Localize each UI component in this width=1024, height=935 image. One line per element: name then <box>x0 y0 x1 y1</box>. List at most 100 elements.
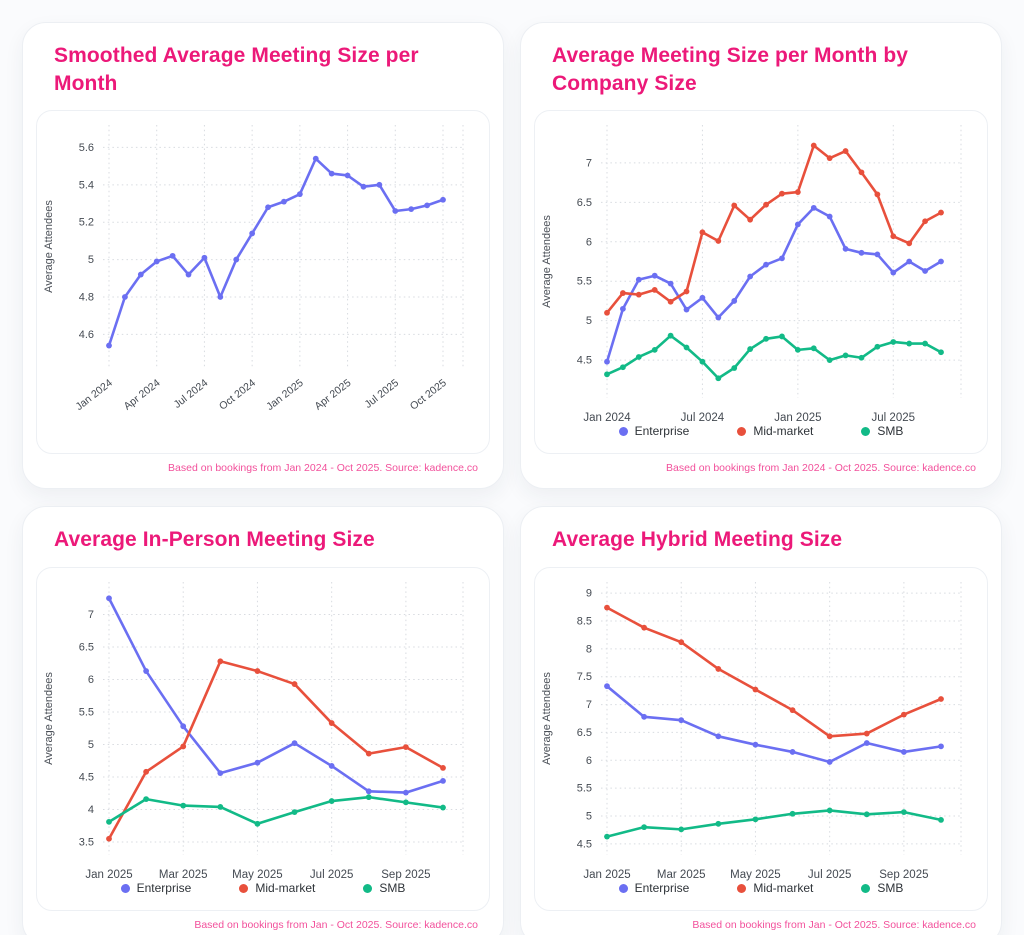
svg-text:Jul 2025: Jul 2025 <box>310 869 353 881</box>
legend-swatch-icon <box>737 426 747 436</box>
y-axis-labels: 4.6 4.8 5 5.2 5.4 5.6 <box>79 142 94 341</box>
svg-text:9: 9 <box>586 588 592 600</box>
chart-legend: Enterprise Mid-market SMB <box>535 877 987 910</box>
svg-text:5: 5 <box>586 811 592 823</box>
legend-item-enterprise[interactable]: Enterprise <box>618 424 689 438</box>
series-enterprise <box>604 205 944 366</box>
source-note: Based on bookings from Jan - Oct 2025. S… <box>194 919 478 932</box>
chart-title: Average Hybrid Meeting Size <box>552 528 843 552</box>
series-smb <box>106 794 446 827</box>
svg-text:8.5: 8.5 <box>577 616 592 628</box>
legend-item-mid-market[interactable]: Mid-market <box>737 424 813 438</box>
y-axis-title: Average Attendees <box>43 672 55 765</box>
legend-item-enterprise[interactable]: Enterprise <box>618 881 690 896</box>
chart-card-in-person: Average In-Person Meeting Size 3.5 4 4.5 5 5… <box>22 506 504 935</box>
series-enterprise <box>604 683 944 766</box>
legend-item-enterprise[interactable]: Enterprise <box>120 881 192 896</box>
legend-item-smb[interactable]: SMB <box>861 424 903 438</box>
svg-text:Mar 2025: Mar 2025 <box>657 869 706 881</box>
series-smb <box>604 807 944 840</box>
y-axis-labels: 4.5 5 5.5 6 6.5 7 7.5 8 8.5 9 <box>577 588 592 851</box>
svg-text:7: 7 <box>586 158 592 170</box>
legend-item-smb[interactable]: SMB <box>363 881 405 895</box>
chart-canvas: 4.5 5 5.5 6 6.5 7 7.5 8 8.5 9 Jan 2025 Mar 2025 May … <box>541 582 962 881</box>
svg-text:3.5: 3.5 <box>79 837 94 849</box>
legend-label: Mid-market <box>753 881 814 896</box>
svg-text:6.5: 6.5 <box>577 727 592 739</box>
series-smb <box>604 333 944 382</box>
chart-legend: Enterprise Mid-market SMB <box>535 420 987 453</box>
svg-text:May 2025: May 2025 <box>232 869 283 881</box>
svg-text:Apr 2024: Apr 2024 <box>122 377 163 413</box>
y-axis-title: Average Attendees <box>43 200 55 293</box>
chart-canvas: 3.5 4 4.5 5 5.5 6 6.5 7 Jan 2025 Mar 2025 May 2025… <box>43 582 464 881</box>
svg-text:6: 6 <box>586 237 592 249</box>
svg-text:4.5: 4.5 <box>577 839 592 851</box>
svg-text:7.5: 7.5 <box>577 671 592 683</box>
svg-text:4.8: 4.8 <box>79 292 94 304</box>
svg-text:Jan 2025: Jan 2025 <box>264 377 306 413</box>
legend-swatch-icon <box>239 883 249 893</box>
svg-text:Jan 2025: Jan 2025 <box>583 869 630 881</box>
series-mid-market <box>106 658 446 842</box>
legend-label: Mid-market <box>753 424 814 439</box>
legend-label: SMB <box>877 881 904 896</box>
svg-text:6.5: 6.5 <box>577 197 592 209</box>
source-note: Based on bookings from Jan 2024 - Oct 20… <box>168 462 478 475</box>
line-chart-smoothed-average: 4.6 4.8 5 5.2 5.4 5.6 Jan 2024 Apr 2024 Jul 2024… <box>37 111 489 453</box>
y-axis-title: Average Attendees <box>541 672 553 765</box>
svg-text:Sep 2025: Sep 2025 <box>381 869 430 881</box>
legend-swatch-icon <box>861 426 871 436</box>
svg-text:Jan 2025: Jan 2025 <box>85 869 132 881</box>
svg-text:4.6: 4.6 <box>79 329 94 341</box>
legend-item-mid-market[interactable]: Mid-market <box>737 881 813 895</box>
legend-label: Enterprise <box>634 881 690 896</box>
line-chart-in-person: 3.5 4 4.5 5 5.5 6 6.5 7 Jan 2025 Mar 2025 May 2025… <box>37 568 489 881</box>
svg-text:8: 8 <box>586 644 592 656</box>
legend-label: Enterprise <box>136 881 192 896</box>
svg-text:Jul 2025: Jul 2025 <box>808 869 851 881</box>
svg-text:5.5: 5.5 <box>79 707 94 719</box>
legend-swatch-icon <box>363 883 373 893</box>
svg-text:Mar 2025: Mar 2025 <box>159 869 208 881</box>
legend-item-smb[interactable]: SMB <box>861 881 903 895</box>
grid-lines <box>103 125 464 369</box>
series-enterprise <box>106 595 446 796</box>
legend-item-mid-market[interactable]: Mid-market <box>239 881 315 895</box>
svg-text:6.5: 6.5 <box>79 642 94 654</box>
svg-text:Apr 2025: Apr 2025 <box>312 377 353 413</box>
y-axis-labels: 3.5 4 4.5 5 5.5 6 6.5 7 <box>79 609 94 849</box>
source-note: Based on bookings from Jan - Oct 2025. S… <box>692 919 976 932</box>
svg-text:Jul 2025: Jul 2025 <box>362 377 401 411</box>
svg-text:Oct 2025: Oct 2025 <box>408 377 449 413</box>
svg-text:5.5: 5.5 <box>577 276 592 288</box>
svg-text:7: 7 <box>586 699 592 711</box>
chart-canvas: 4.6 4.8 5 5.2 5.4 5.6 Jan 2024 Apr 2024 Jul 2024… <box>43 125 464 413</box>
svg-text:Jan 2024: Jan 2024 <box>73 377 115 413</box>
svg-text:7: 7 <box>88 609 94 621</box>
chart-legend: Enterprise Mid-market SMB <box>37 877 489 910</box>
legend-swatch-icon <box>120 883 130 893</box>
svg-text:Jan 2024: Jan 2024 <box>583 412 631 424</box>
legend-swatch-icon <box>737 883 747 893</box>
svg-text:Sep 2025: Sep 2025 <box>879 869 928 881</box>
chart-panel: 4.5 5 5.5 6 6.5 7 7.5 8 8.5 9 Jan 2025 Mar 2025 May … <box>534 567 988 912</box>
svg-text:5.4: 5.4 <box>79 180 94 192</box>
line-chart-by-company-size: 4.5 5 5.5 6 6.5 7 Jan 2024 Jul 2024 Jan 2025 Jul … <box>535 111 987 424</box>
grid-lines <box>601 125 962 399</box>
svg-text:Jul 2025: Jul 2025 <box>872 412 915 424</box>
svg-text:Jul 2024: Jul 2024 <box>681 412 725 424</box>
legend-label: Mid-market <box>255 881 316 896</box>
chart-panel: 3.5 4 4.5 5 5.5 6 6.5 7 Jan 2025 Mar 2025 May 2025… <box>36 567 490 912</box>
chart-panel: 4.6 4.8 5 5.2 5.4 5.6 Jan 2024 Apr 2024 Jul 2024… <box>36 110 490 455</box>
svg-text:Jul 2024: Jul 2024 <box>172 377 211 411</box>
y-axis-labels: 4.5 5 5.5 6 6.5 7 <box>577 158 592 367</box>
chart-panel: 4.5 5 5.5 6 6.5 7 Jan 2024 Jul 2024 Jan 2025 Jul … <box>534 110 988 455</box>
chart-title: Smoothed Average Meeting Size per Month <box>54 44 419 95</box>
svg-text:5: 5 <box>88 255 94 267</box>
svg-text:5.5: 5.5 <box>577 783 592 795</box>
chart-canvas: 4.5 5 5.5 6 6.5 7 Jan 2024 Jul 2024 Jan 2025 Jul … <box>541 125 962 424</box>
chart-card-smoothed-average: Smoothed Average Meeting Size per Month … <box>22 22 504 490</box>
series-mid-market <box>604 604 944 740</box>
